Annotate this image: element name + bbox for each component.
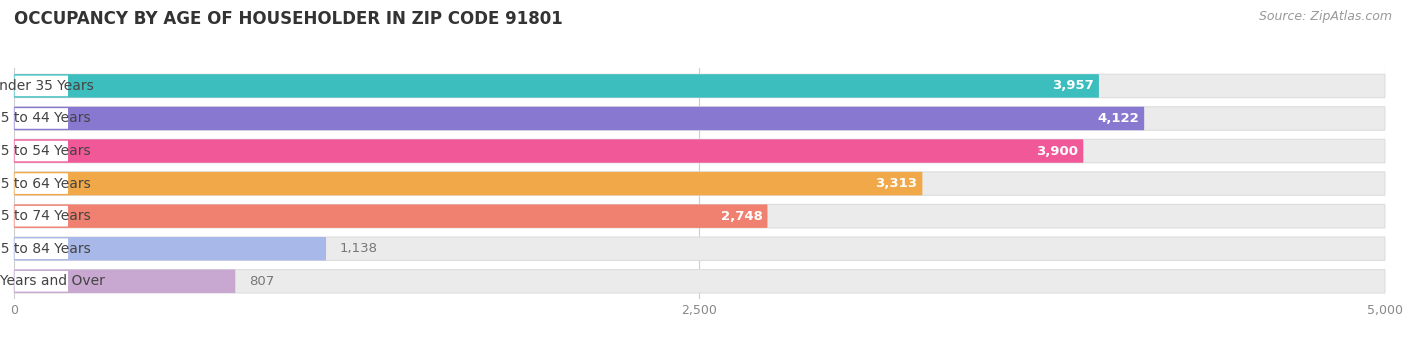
Text: 85 Years and Over: 85 Years and Over bbox=[0, 274, 105, 288]
FancyBboxPatch shape bbox=[14, 107, 1144, 130]
FancyBboxPatch shape bbox=[14, 237, 1385, 260]
Text: 45 to 54 Years: 45 to 54 Years bbox=[0, 144, 90, 158]
Text: 55 to 64 Years: 55 to 64 Years bbox=[0, 176, 91, 191]
Text: 35 to 44 Years: 35 to 44 Years bbox=[0, 112, 90, 125]
Text: 2,748: 2,748 bbox=[721, 210, 762, 223]
FancyBboxPatch shape bbox=[14, 107, 1385, 130]
Text: Under 35 Years: Under 35 Years bbox=[0, 79, 94, 93]
Text: 4,122: 4,122 bbox=[1098, 112, 1139, 125]
Text: 3,313: 3,313 bbox=[876, 177, 918, 190]
FancyBboxPatch shape bbox=[14, 139, 1385, 163]
Text: OCCUPANCY BY AGE OF HOUSEHOLDER IN ZIP CODE 91801: OCCUPANCY BY AGE OF HOUSEHOLDER IN ZIP C… bbox=[14, 10, 562, 28]
Text: 1,138: 1,138 bbox=[340, 242, 378, 255]
FancyBboxPatch shape bbox=[14, 74, 1099, 98]
FancyBboxPatch shape bbox=[14, 172, 922, 195]
Text: Source: ZipAtlas.com: Source: ZipAtlas.com bbox=[1258, 10, 1392, 23]
Text: 807: 807 bbox=[249, 275, 274, 288]
FancyBboxPatch shape bbox=[14, 237, 326, 260]
FancyBboxPatch shape bbox=[14, 108, 67, 129]
FancyBboxPatch shape bbox=[14, 204, 768, 228]
Text: 65 to 74 Years: 65 to 74 Years bbox=[0, 209, 91, 223]
FancyBboxPatch shape bbox=[14, 238, 67, 259]
FancyBboxPatch shape bbox=[14, 271, 67, 292]
FancyBboxPatch shape bbox=[14, 75, 67, 96]
FancyBboxPatch shape bbox=[14, 172, 1385, 195]
FancyBboxPatch shape bbox=[14, 139, 1084, 163]
FancyBboxPatch shape bbox=[14, 74, 1385, 98]
FancyBboxPatch shape bbox=[14, 204, 1385, 228]
Text: 3,900: 3,900 bbox=[1036, 144, 1078, 157]
FancyBboxPatch shape bbox=[14, 206, 67, 226]
FancyBboxPatch shape bbox=[14, 173, 67, 194]
FancyBboxPatch shape bbox=[14, 270, 235, 293]
FancyBboxPatch shape bbox=[14, 141, 67, 162]
FancyBboxPatch shape bbox=[14, 270, 1385, 293]
Text: 3,957: 3,957 bbox=[1052, 80, 1094, 92]
Text: 75 to 84 Years: 75 to 84 Years bbox=[0, 242, 91, 256]
